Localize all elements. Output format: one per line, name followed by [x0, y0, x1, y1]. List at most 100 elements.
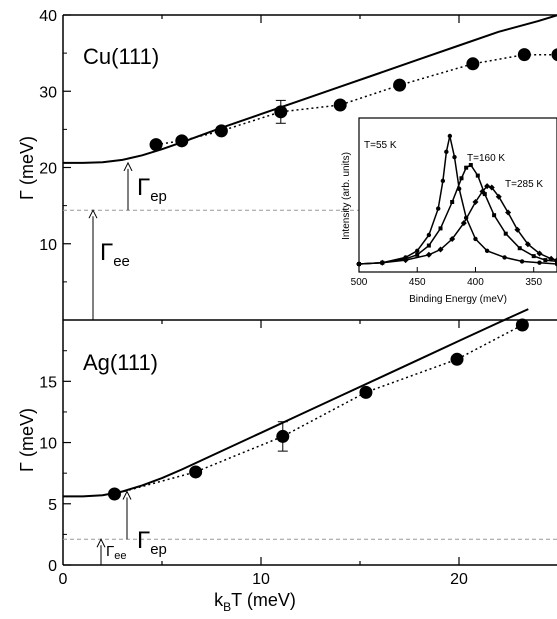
cu-gamma-ee-arrow	[88, 209, 98, 320]
inset-marker-2-14	[524, 241, 531, 248]
cu-gamma-ep-label: Γep	[137, 174, 167, 205]
inset-x-tick-label-350: 350	[525, 277, 542, 288]
inset-marker-0-15	[519, 259, 525, 264]
cu-panel: 10 20 30 40 Γep Γee Cu(111) Γ (meV) 500 450 40…	[17, 8, 557, 320]
inset-marker-0-5	[436, 206, 441, 211]
cu-data-point-4	[333, 98, 347, 112]
inset-marker-0-7	[444, 149, 449, 155]
ag-gamma-ep-label: Γep	[137, 527, 167, 558]
inset-marker-2-7	[472, 199, 479, 205]
cu-data-point-0	[149, 138, 163, 152]
inset-marker-0-14	[502, 255, 507, 260]
inset-marker-1-10	[475, 173, 480, 178]
inset-marker-2-2	[402, 257, 409, 264]
ag-panel: 0 5 10 15 0 10 20 Γep Γee Ag(111) Γ (meV) kBT …	[17, 308, 557, 614]
inset-label-55k: T=55 K	[364, 140, 397, 151]
inset-marker-2-1	[379, 259, 386, 266]
inset-series-labels: T=55 K T=160 K T=285 K	[364, 140, 543, 190]
inset-y-axis-label: Intensity (arb. units)	[341, 152, 352, 240]
inset-marker-2-16	[548, 255, 555, 262]
ag-measured-dotted-line	[114, 324, 523, 495]
inset-marker-1-8	[464, 165, 469, 170]
inset-marker-2-13	[514, 226, 521, 233]
inset-label-285k: T=285 K	[505, 179, 543, 190]
inset-marker-1-3	[415, 252, 420, 257]
cu-y-ticks	[63, 14, 71, 283]
ag-data-point-1	[189, 465, 203, 479]
ag-y-ticks	[63, 350, 71, 566]
x-axis-label: kBT (meV)	[214, 590, 296, 614]
inset-series	[356, 133, 557, 268]
inset-chart: 500 450 400 350 T=55 K T=160 K T=285 K Bindin…	[341, 117, 557, 305]
inset-marker-2-15	[536, 250, 543, 257]
inset-marker-2-3	[425, 251, 432, 258]
cu-data-point-2	[214, 124, 228, 138]
inset-marker-0-3	[415, 248, 420, 254]
ag-x-tick-label-20: 20	[450, 571, 468, 588]
ag-x-tick-label-0: 0	[59, 571, 68, 588]
inset-marker-2-0	[356, 261, 362, 268]
ag-x-ticks	[161, 320, 460, 565]
cu-gamma-ee-label: Γee	[100, 239, 130, 270]
ag-y-tick-label-0: 0	[48, 558, 57, 575]
ag-y-tick-label-15: 15	[39, 374, 57, 391]
inset-frame	[358, 117, 557, 273]
inset-marker-2-12	[505, 209, 512, 216]
inset-marker-1-4	[426, 243, 431, 248]
cu-y-tick-label-20: 20	[39, 161, 57, 178]
ag-x-tick-labels: 0 10 20	[59, 571, 468, 588]
inset-marker-1-15	[531, 254, 536, 259]
cu-model-curve	[63, 14, 557, 164]
ag-y-tick-label-5: 5	[48, 497, 57, 514]
cu-y-tick-label-30: 30	[39, 84, 57, 101]
ag-data-point-3	[359, 385, 373, 399]
ag-y-tick-label-10: 10	[39, 436, 57, 453]
inset-x-axis-label: Binding Energy (meV)	[409, 294, 507, 305]
inset-marker-2-9	[484, 183, 491, 190]
ag-y-tick-labels: 0 5 10 15	[39, 374, 57, 575]
inset-x-tick-label-500: 500	[351, 277, 368, 288]
inset-marker-0-8	[447, 133, 453, 139]
inset-marker-1-5	[438, 226, 443, 231]
cu-data-points	[149, 48, 557, 152]
inset-x-tick-label-450: 450	[409, 277, 426, 288]
ag-annotations: Γep Γee	[96, 490, 167, 565]
inset-marker-1-16	[543, 258, 548, 263]
inset-x-tick-label-400: 400	[467, 277, 484, 288]
ag-data-point-4	[450, 352, 464, 366]
inset-marker-1-9	[468, 163, 473, 168]
inset-marker-1-14	[517, 246, 522, 251]
ag-x-tick-label-10: 10	[252, 571, 270, 588]
cu-y-tick-label-40: 40	[39, 8, 57, 25]
ag-gamma-ep-arrow	[122, 490, 132, 540]
ag-y-axis-label: Γ (meV)	[17, 408, 37, 472]
cu-data-point-1	[175, 134, 189, 148]
inset-marker-0-16	[537, 260, 542, 265]
inset-marker-0-13	[484, 248, 490, 254]
inset-marker-2-4	[437, 246, 444, 253]
ag-panel-title: Ag(111)	[83, 350, 158, 375]
ag-model-curve	[63, 308, 529, 498]
inset-marker-0-6	[440, 178, 446, 184]
inset-marker-2-17	[554, 257, 557, 264]
cu-y-axis-label: Γ (meV)	[17, 136, 37, 200]
inset-marker-1-7	[459, 176, 464, 181]
inset-series-line-2	[358, 185, 557, 265]
cu-data-point-5	[393, 78, 407, 92]
inset-series-line-0	[358, 135, 557, 265]
inset-marker-0-12	[473, 236, 478, 242]
inset-marker-2-6	[460, 220, 467, 227]
cu-y-tick-label-10: 10	[39, 237, 57, 254]
ag-gamma-ee-arrow	[96, 538, 106, 565]
inset-marker-0-9	[452, 154, 457, 160]
inset-marker-2-11	[495, 193, 502, 200]
cu-data-point-3	[274, 105, 288, 119]
ag-data-point-0	[107, 487, 121, 501]
inset-marker-1-12	[492, 213, 497, 218]
cu-data-point-edge	[551, 48, 557, 62]
cu-data-point-7	[517, 48, 531, 62]
inset-marker-1-6	[450, 200, 455, 204]
inset-marker-2-8	[479, 188, 486, 195]
ag-data-point-2	[276, 429, 290, 443]
